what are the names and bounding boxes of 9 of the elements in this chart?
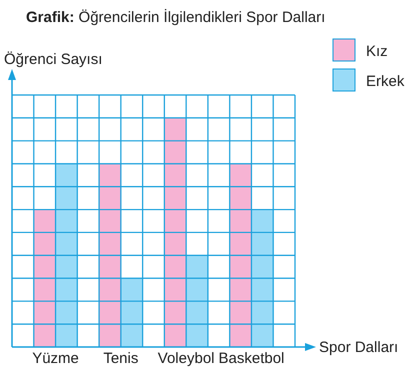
- x-tick-label: Tenis: [103, 350, 138, 367]
- y-axis-title: Öğrenci Sayısı: [4, 51, 102, 68]
- x-tick-label: Yüzme: [32, 350, 79, 367]
- x-tick-label: Basketbol: [218, 350, 284, 367]
- x-tick-label: Voleybol: [158, 350, 215, 367]
- chart-title: Grafik: Öğrencilerin İlgilendikleri Spor Dalları: [26, 8, 326, 26]
- x-axis-title: Spor Dalları: [319, 339, 398, 356]
- legend-label: Erkek: [366, 73, 405, 90]
- legend-label: Kız: [366, 43, 388, 60]
